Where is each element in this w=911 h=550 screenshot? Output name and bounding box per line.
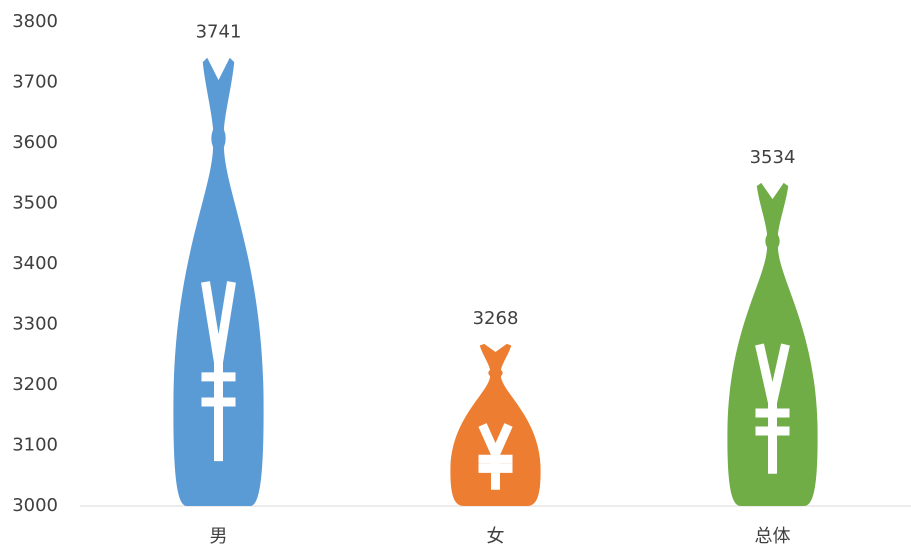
y-tick-label: 3100 bbox=[12, 435, 58, 456]
yen-icon bbox=[201, 281, 236, 462]
yen-icon bbox=[755, 343, 790, 474]
x-tick-label: 女 bbox=[487, 526, 505, 546]
bar bbox=[450, 343, 541, 506]
yen-stroke bbox=[755, 343, 790, 474]
bar bbox=[727, 182, 818, 506]
y-tick-label: 3600 bbox=[12, 132, 58, 153]
data-label: 3534 bbox=[750, 147, 796, 168]
yen-stroke bbox=[201, 281, 236, 462]
y-tick-label: 3300 bbox=[12, 314, 58, 335]
y-tick-label: 3700 bbox=[12, 72, 58, 93]
x-tick-label: 总体 bbox=[755, 526, 791, 546]
y-tick-label: 3800 bbox=[12, 11, 58, 32]
y-tick-label: 3200 bbox=[12, 374, 58, 395]
y-tick-label: 3000 bbox=[12, 495, 58, 516]
y-tick-label: 3400 bbox=[12, 253, 58, 274]
y-tick-label: 3500 bbox=[12, 193, 58, 214]
data-label: 3741 bbox=[196, 22, 242, 43]
data-label: 3268 bbox=[473, 308, 519, 329]
bar bbox=[173, 57, 264, 506]
x-tick-label: 男 bbox=[210, 526, 228, 546]
yen-stroke bbox=[478, 423, 513, 490]
yen-icon bbox=[478, 423, 513, 490]
